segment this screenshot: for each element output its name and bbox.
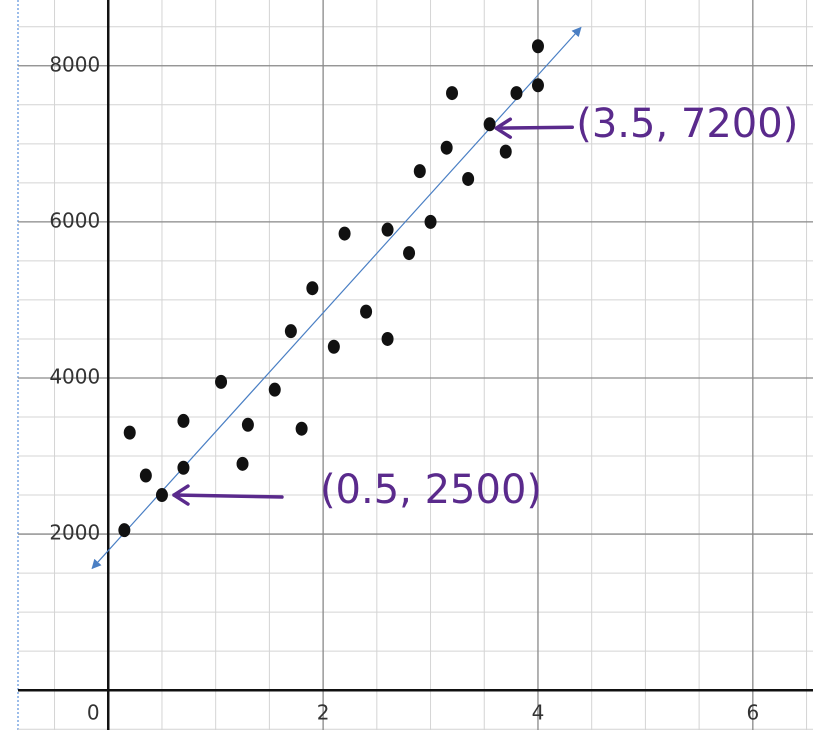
data-point: [403, 246, 416, 261]
data-point: [381, 222, 394, 237]
data-point: [139, 468, 152, 483]
annotation-text: (3.5, 7200): [576, 101, 798, 147]
data-point: [381, 331, 394, 346]
x-tick-label: 6: [746, 701, 759, 725]
annotation-arrow: [172, 484, 284, 506]
trend-line: [91, 26, 582, 570]
data-point: [268, 382, 281, 397]
x-tick-label: 0: [87, 701, 100, 725]
data-point: [215, 374, 228, 389]
y-tick-label: 4000: [49, 364, 100, 388]
data-point: [510, 86, 523, 101]
data-point: [462, 171, 475, 186]
y-tick-label: 8000: [49, 52, 100, 76]
y-tick-label: 6000: [49, 208, 100, 232]
x-tick-label: 4: [532, 701, 545, 725]
data-point: [177, 460, 190, 475]
data-point: [483, 117, 496, 132]
data-point: [327, 339, 340, 354]
data-point: [155, 488, 168, 503]
annotation: (0.5, 2500): [172, 467, 542, 513]
data-point: [360, 304, 373, 319]
annotation-arrow: [494, 117, 575, 139]
data-point: [306, 281, 319, 296]
plot: 0 2 4 6 2000 4000 6000 8000 (0.5, 2500) (3.5, 720…: [18, 0, 813, 730]
data-point: [531, 78, 544, 93]
data-point: [338, 226, 351, 241]
x-tick-label: 2: [317, 701, 330, 725]
data-point: [118, 523, 131, 538]
y-tick-label: 2000: [49, 521, 100, 545]
data-point: [284, 324, 297, 339]
data-point: [424, 214, 437, 229]
data-point: [440, 140, 453, 155]
data-point: [236, 456, 249, 471]
data-point: [295, 421, 308, 436]
data-point: [499, 144, 512, 159]
data-point: [123, 425, 136, 440]
annotation-text: (0.5, 2500): [320, 467, 542, 513]
data-point: [241, 417, 254, 432]
data-point: [446, 86, 459, 101]
data-point: [413, 164, 426, 179]
annotation: (3.5, 7200): [494, 101, 798, 147]
data-point: [531, 39, 544, 54]
data-point: [177, 413, 190, 428]
